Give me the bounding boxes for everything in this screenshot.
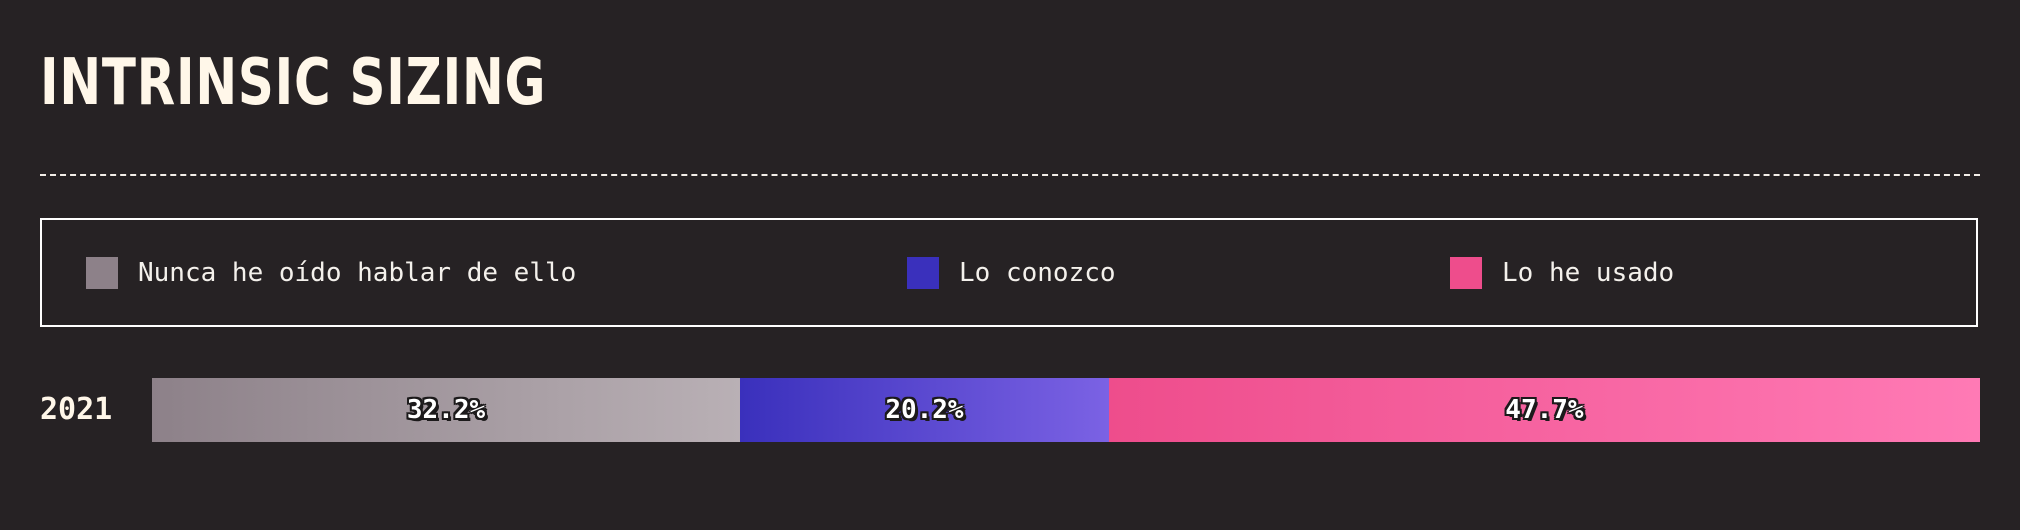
bar-label-used-it: 47.7% xyxy=(1505,395,1584,425)
bar-segment-know-it[interactable]: 20.2% xyxy=(740,378,1109,442)
chart-title: INTRINSIC SIZING xyxy=(40,46,547,120)
legend-swatch-know-it xyxy=(907,256,939,289)
legend-swatch-never-heard xyxy=(86,256,118,289)
title-divider xyxy=(40,174,1980,176)
bar-segment-never-heard[interactable]: 32.2% xyxy=(152,378,741,442)
legend-item-never-heard[interactable]: Nunca he oído hablar de ello xyxy=(86,220,576,325)
bar-label-never-heard: 32.2% xyxy=(406,395,486,425)
legend-item-know-it[interactable]: Lo conozco xyxy=(907,220,1116,325)
legend-label-know-it: Lo conozco xyxy=(959,257,1116,288)
bar-segment-used-it[interactable]: 47.7% xyxy=(1108,378,1980,442)
legend-swatch-used-it xyxy=(1450,256,1482,289)
stacked-bar-2021: 32.2% 20.2% 47.7% xyxy=(152,378,1980,442)
row-label-2021: 2021 xyxy=(40,392,113,427)
legend-label-used-it: Lo he usado xyxy=(1502,257,1675,288)
legend-label-never-heard: Nunca he oído hablar de ello xyxy=(138,257,577,288)
legend-item-used-it[interactable]: Lo he usado xyxy=(1450,220,1674,325)
legend: Nunca he oído hablar de ello Lo conozco … xyxy=(40,218,1978,327)
bar-label-know-it: 20.2% xyxy=(885,395,964,425)
